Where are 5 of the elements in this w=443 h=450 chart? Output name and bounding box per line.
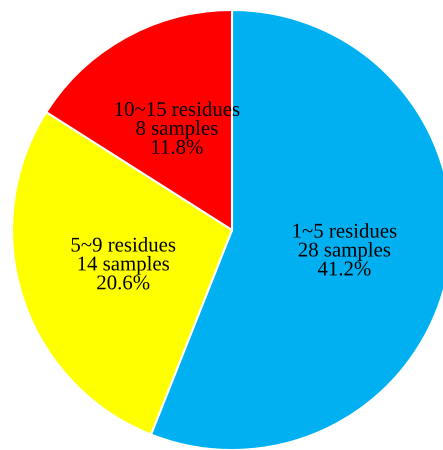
data-label: 8 samples 11.8% (136, 120, 218, 154)
slice-label: 1~5 residues (293, 223, 396, 238)
slice-label: 5~9 residues (72, 237, 176, 252)
data-label: 28 samples 41.2% (298, 242, 390, 276)
data-label: 14 samples 20.6% (78, 256, 170, 290)
